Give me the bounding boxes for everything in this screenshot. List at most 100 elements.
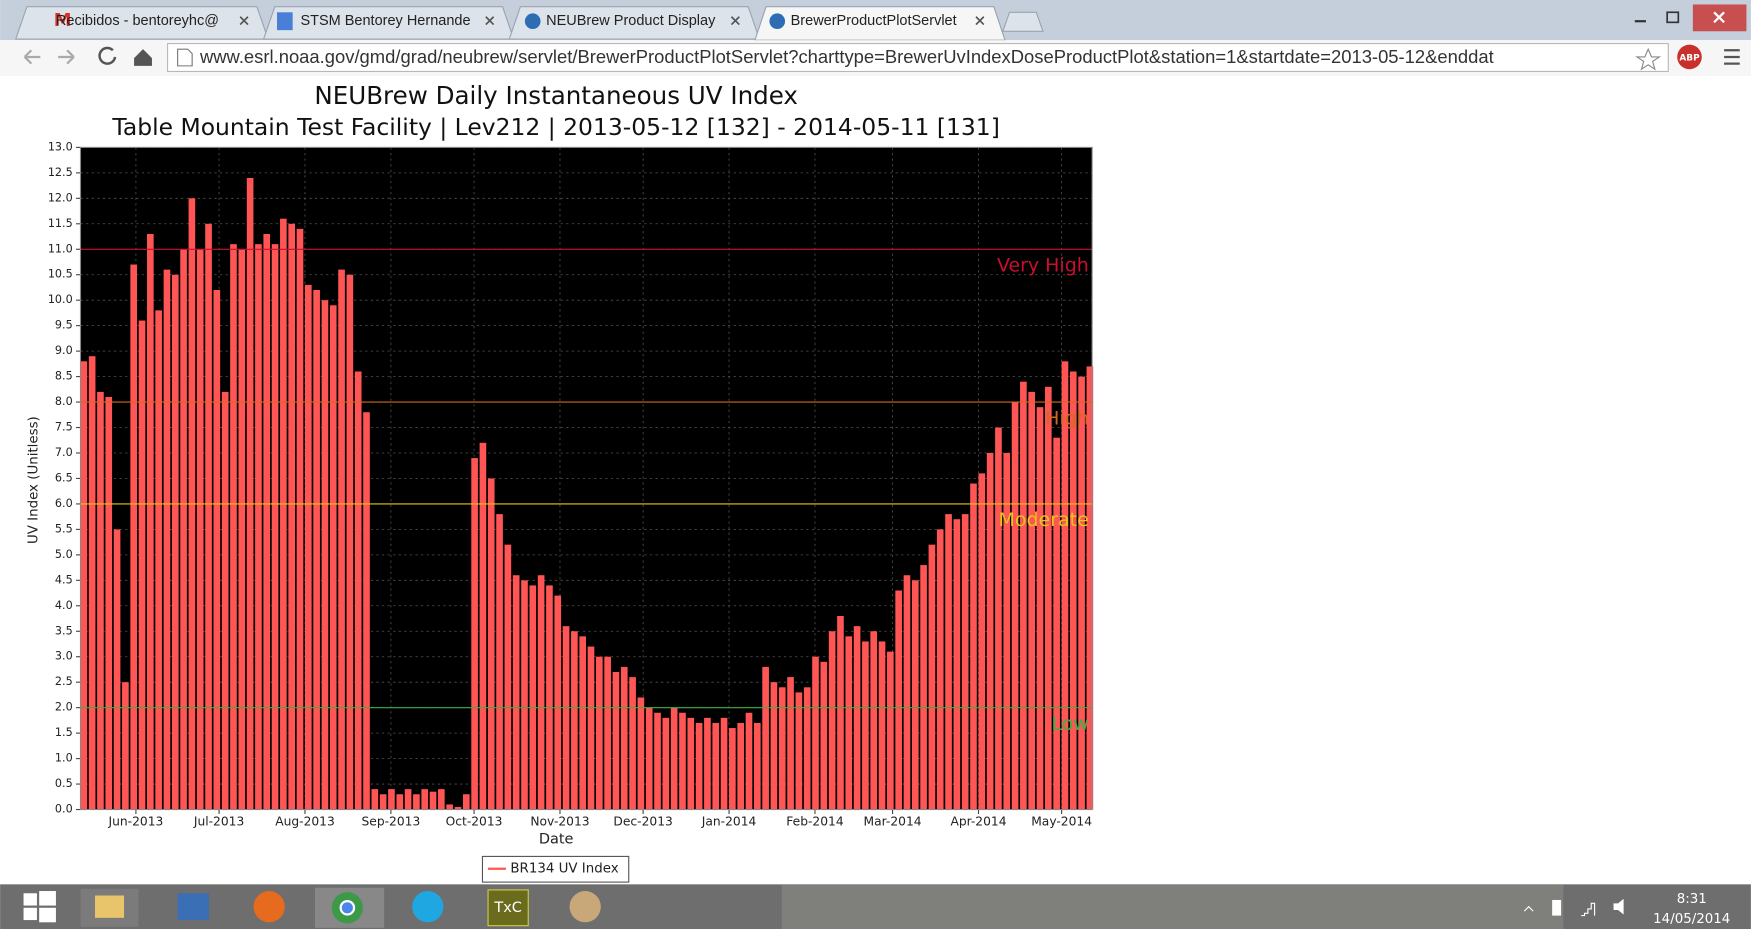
y-tick-label: 6.0	[55, 497, 73, 510]
bar	[272, 244, 279, 809]
adblock-label: ABP	[1679, 54, 1700, 64]
y-tick-label: 0.0	[55, 803, 73, 816]
bar	[904, 575, 911, 809]
bar	[604, 657, 611, 810]
bar	[987, 453, 994, 810]
y-tick-label: 6.5	[55, 471, 73, 484]
x-tick-label: Nov-2013	[530, 814, 589, 828]
y-tick-label: 5.0	[55, 548, 73, 561]
bar	[114, 529, 121, 809]
bar	[263, 234, 270, 810]
wallpaper	[782, 884, 1564, 929]
bar	[164, 270, 171, 810]
bar	[579, 636, 586, 809]
bar	[330, 305, 337, 809]
chrome-icon-center	[341, 901, 354, 914]
y-tick-label: 11.0	[48, 242, 73, 255]
bar	[729, 728, 736, 809]
bar	[122, 682, 129, 809]
bar	[954, 519, 961, 809]
x-tick-label: Aug-2013	[275, 814, 335, 828]
tab-title: NEUBrew Product Display	[546, 13, 716, 29]
bar	[488, 478, 495, 809]
x-tick-label: Oct-2013	[446, 814, 503, 828]
bar	[513, 575, 520, 809]
reference-label: Moderate	[999, 509, 1089, 531]
bar	[613, 672, 620, 810]
bar	[413, 794, 420, 809]
bar	[771, 682, 778, 809]
bar	[754, 723, 761, 810]
bar	[463, 794, 470, 809]
y-tick-label: 10.0	[48, 293, 73, 306]
bar	[746, 713, 753, 810]
x-axis-title: Date	[539, 832, 574, 848]
bar	[197, 249, 204, 809]
y-tick-label: 3.0	[55, 650, 73, 663]
y-tick-label: 12.5	[48, 166, 73, 179]
y-tick-label: 2.0	[55, 701, 73, 714]
docs-icon	[277, 12, 293, 30]
bar	[629, 677, 636, 809]
bar	[862, 641, 869, 809]
tab-title: Recibidos - bentoreyhc@	[56, 13, 219, 29]
tray-icon[interactable]	[1552, 900, 1561, 916]
chart-subtitle: Table Mountain Test Facility | Lev212 | …	[111, 113, 999, 141]
bar	[654, 713, 661, 810]
y-tick-label: 8.0	[55, 395, 73, 408]
bar	[505, 545, 512, 810]
bar	[214, 290, 221, 810]
bar	[687, 718, 694, 810]
y-tick-label: 8.5	[55, 370, 73, 383]
bar	[978, 473, 985, 809]
y-tick-label: 13.0	[48, 140, 73, 153]
noaa-icon	[769, 13, 785, 29]
y-tick-label: 12.0	[48, 191, 73, 204]
clock-time: 8:31	[1677, 892, 1707, 907]
y-tick-label: 7.5	[55, 421, 73, 434]
bar	[297, 229, 304, 810]
bar	[596, 657, 603, 810]
bar	[313, 290, 320, 810]
bar	[471, 458, 478, 809]
bar	[721, 718, 728, 810]
x-tick-label: Mar-2014	[864, 814, 922, 828]
url-text: www.esrl.noaa.gov/gmd/grad/neubrew/servl…	[199, 46, 1494, 67]
bar	[180, 249, 187, 809]
firefox-icon[interactable]	[254, 891, 285, 922]
bar	[1078, 377, 1085, 810]
new-tab-button[interactable]	[1003, 12, 1043, 31]
skype-icon[interactable]	[412, 891, 443, 922]
x-tick-label: Jun-2013	[108, 814, 164, 828]
legend-label: BR134 UV Index	[510, 862, 618, 877]
bar	[571, 631, 578, 809]
y-tick-label: 7.0	[55, 446, 73, 459]
bar	[845, 636, 852, 809]
x-tick-label: Jan-2014	[701, 814, 757, 828]
x-tick-label: Sep-2013	[362, 814, 421, 828]
screen: M Recibidos - bentoreyhc@ STSM Bentorey …	[0, 0, 1751, 929]
bar	[1012, 402, 1019, 809]
y-tick-label: 10.5	[48, 268, 73, 281]
bar	[895, 591, 902, 810]
y-tick-label: 11.5	[48, 217, 73, 230]
bar	[679, 713, 686, 810]
y-tick-label: 4.5	[55, 573, 73, 586]
paint-icon[interactable]	[570, 891, 601, 922]
bar	[779, 687, 786, 809]
bar	[238, 249, 245, 809]
bar	[155, 310, 162, 809]
bar	[588, 647, 595, 810]
bar	[172, 275, 179, 810]
y-tick-label: 9.5	[55, 319, 73, 332]
x-tick-label: Apr-2014	[950, 814, 1006, 828]
bar	[696, 723, 703, 810]
bar	[105, 397, 112, 810]
bar	[912, 580, 919, 809]
bar	[995, 428, 1002, 810]
page: {"browser": {"tabs": ["Recibidos - bento…	[0, 0, 1751, 929]
taskbar-app[interactable]	[178, 893, 209, 920]
bar	[621, 667, 628, 810]
reference-label: Very High	[997, 255, 1089, 277]
bar	[554, 596, 561, 810]
